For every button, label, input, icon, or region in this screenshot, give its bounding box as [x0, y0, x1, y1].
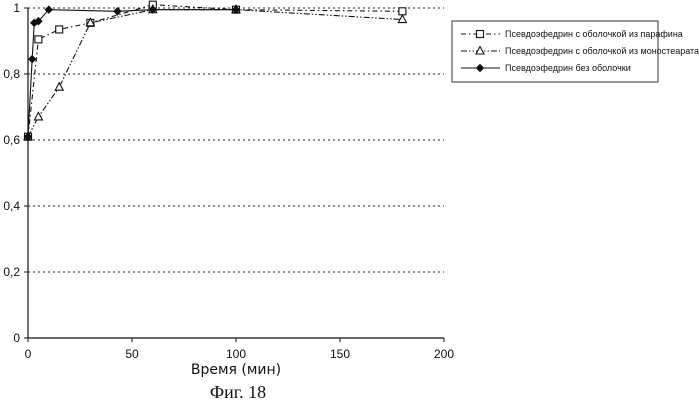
- series-0: [25, 1, 406, 140]
- x-tick-label-1: 50: [125, 347, 139, 361]
- legend-label-2: Псевдоэфедрин без оболочки: [505, 63, 631, 73]
- series-1-line: [28, 10, 402, 137]
- series-0-point-2: [56, 26, 63, 33]
- series-1-point-6: [398, 15, 406, 22]
- y-tick-label-3: 0,6: [3, 133, 20, 147]
- legend-label-0: Псевдоэфедрин с оболочкой из парафина: [505, 29, 683, 39]
- x-axis-title: Время (мин): [191, 362, 281, 378]
- legend-label-1: Псевдоэфедрин с оболочкой из моностеарат…: [505, 46, 699, 56]
- legend: Псевдоэфедрин с оболочкой из парафина Псе…: [452, 21, 699, 82]
- data-series: [24, 1, 406, 140]
- series-1-point-2: [55, 83, 63, 91]
- x-tick-label-0: 0: [25, 347, 32, 361]
- series-0-point-6: [399, 8, 406, 15]
- grid-lines: [28, 8, 444, 272]
- y-tick-labels: 0 0,2 0,4 0,6 0,8 1: [3, 1, 28, 345]
- series-0-line: [28, 5, 402, 137]
- y-tick-label-5: 1: [13, 1, 20, 15]
- y-tick-label-1: 0,2: [3, 265, 20, 279]
- series-2-point-1: [29, 56, 36, 63]
- axes: [28, 8, 444, 338]
- y-tick-label-4: 0,8: [3, 67, 20, 81]
- x-tick-label-3: 150: [330, 347, 350, 361]
- series-1: [24, 5, 406, 140]
- x-tick-label-2: 100: [226, 347, 246, 361]
- x-tick-labels: 0 50 100 150 200: [25, 338, 455, 361]
- figure-caption: Фиг. 18: [210, 382, 266, 402]
- x-tick-label-4: 200: [434, 347, 454, 361]
- series-0-point-1: [35, 36, 42, 43]
- y-tick-label-2: 0,4: [3, 199, 20, 213]
- y-tick-label-0: 0: [13, 331, 20, 345]
- legend-marker-0: [477, 31, 484, 38]
